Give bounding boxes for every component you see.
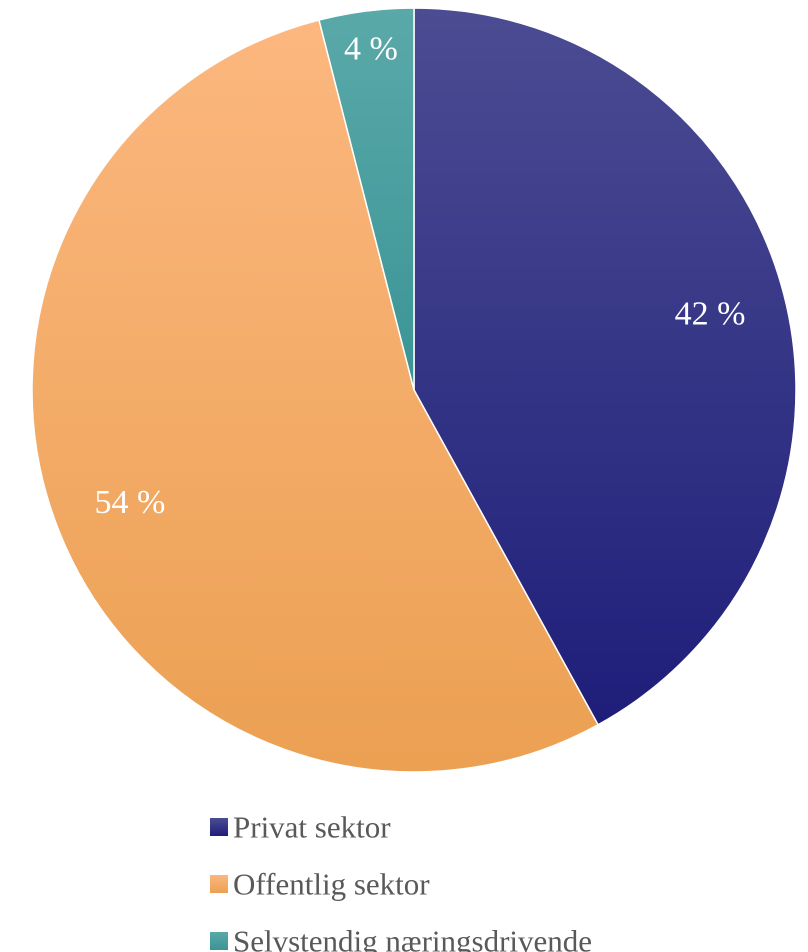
slice-label-offentlig-sektor: 54 % — [94, 484, 165, 521]
legend-label-selvstendig-n-ringsdrivende: Selvstendig næringsdrivende — [233, 924, 592, 952]
legend-swatch-offentlig-sektor — [210, 875, 228, 893]
slice-labels: 42 % 54 % 4 % — [94, 30, 745, 521]
pie-slice-selvstendig-n-ringsdrivende — [318, 7, 415, 391]
pie-slices — [31, 7, 797, 773]
slice-label-privat-sektor: 42 % — [675, 296, 746, 333]
legend-label-offentlig-sektor: Offentlig sektor — [233, 867, 430, 902]
legend: Privat sektor Offentlig sektor Selvstendig… — [210, 810, 592, 952]
legend-swatch-privat-sektor — [210, 818, 228, 836]
slice-label-selvstendig-n-ringsdrivende: 4 % — [344, 30, 398, 67]
pie-slice-privat-sektor — [413, 7, 797, 726]
legend-swatch-selvstendig-n-ringsdrivende — [210, 932, 228, 950]
pie-slice-offentlig-sektor — [31, 19, 600, 773]
legend-label-privat-sektor: Privat sektor — [233, 810, 391, 845]
